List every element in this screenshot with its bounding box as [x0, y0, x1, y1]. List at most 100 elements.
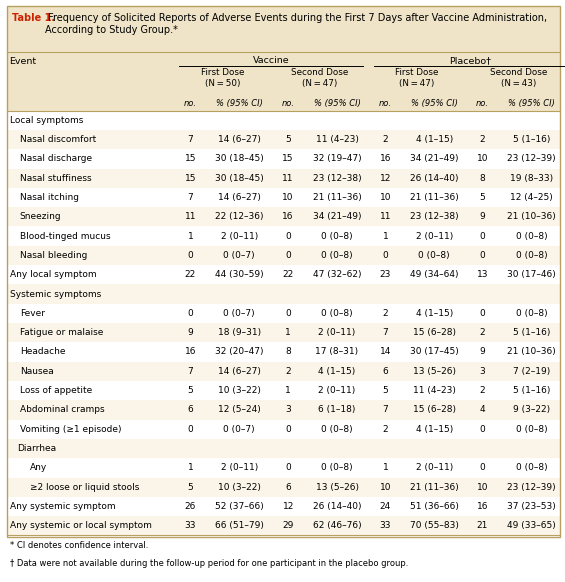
Text: 62 (46–76): 62 (46–76) [312, 521, 362, 530]
Text: 5: 5 [480, 193, 485, 202]
Text: 0 (0–8): 0 (0–8) [321, 232, 353, 240]
Text: 15: 15 [282, 154, 294, 164]
Text: 15: 15 [185, 173, 196, 183]
Text: Frequency of Solicited Reports of Adverse Events during the First 7 Days after V: Frequency of Solicited Reports of Advers… [45, 13, 547, 35]
Text: 10: 10 [477, 154, 488, 164]
Text: 0 (0–8): 0 (0–8) [516, 425, 547, 434]
Text: % (95% CI): % (95% CI) [411, 99, 458, 108]
Text: 15 (6–28): 15 (6–28) [412, 406, 456, 414]
Text: Second Dose
(N = 47): Second Dose (N = 47) [291, 68, 349, 88]
Bar [7, 323, 560, 342]
Text: * CI denotes confidence interval.: * CI denotes confidence interval. [10, 541, 148, 550]
Bar [7, 458, 560, 477]
Text: 9: 9 [480, 212, 485, 221]
Text: 5: 5 [285, 135, 291, 144]
Text: 12: 12 [282, 502, 294, 511]
Text: 11 (4–23): 11 (4–23) [413, 386, 455, 395]
Text: 11: 11 [282, 173, 294, 183]
Text: 0 (0–8): 0 (0–8) [321, 309, 353, 318]
Text: 2: 2 [480, 135, 485, 144]
Text: ≥2 loose or liquid stools: ≥2 loose or liquid stools [30, 482, 140, 492]
Text: 5 (1–16): 5 (1–16) [512, 386, 550, 395]
Text: 0: 0 [188, 425, 193, 434]
Bar [7, 226, 560, 246]
Text: 8: 8 [480, 173, 485, 183]
Text: Systemic symptoms: Systemic symptoms [10, 289, 101, 299]
Text: 33: 33 [380, 521, 391, 530]
Bar [7, 477, 560, 497]
Text: Vaccine: Vaccine [253, 56, 289, 65]
Text: 4 (1–15): 4 (1–15) [416, 425, 453, 434]
Text: 2 (0–11): 2 (0–11) [319, 328, 355, 337]
Text: 0: 0 [285, 463, 291, 473]
Text: 8: 8 [285, 347, 291, 357]
Text: % (95% CI): % (95% CI) [314, 99, 360, 108]
Text: Nasal discomfort: Nasal discomfort [20, 135, 96, 144]
Text: 2 (0–11): 2 (0–11) [319, 386, 355, 395]
Text: 2: 2 [480, 386, 485, 395]
Text: 0 (0–8): 0 (0–8) [516, 251, 547, 260]
Text: 7: 7 [188, 367, 193, 376]
Text: 6: 6 [383, 367, 388, 376]
Text: 5: 5 [188, 386, 193, 395]
Text: 16: 16 [477, 502, 488, 511]
Bar [7, 342, 560, 361]
Text: 0 (0–7): 0 (0–7) [224, 425, 255, 434]
Text: 23 (12–38): 23 (12–38) [312, 173, 362, 183]
Bar [7, 169, 560, 188]
Text: 26 (14–40): 26 (14–40) [410, 173, 458, 183]
Text: 10: 10 [282, 193, 294, 202]
Text: 5: 5 [188, 482, 193, 492]
Text: 1: 1 [383, 232, 388, 240]
Text: First Dose
(N = 50): First Dose (N = 50) [201, 68, 244, 88]
Text: no.: no. [379, 99, 392, 108]
Text: 21 (11–36): 21 (11–36) [410, 482, 459, 492]
Text: Blood-tinged mucus: Blood-tinged mucus [20, 232, 110, 240]
Bar [7, 6, 560, 52]
Text: 0: 0 [480, 463, 485, 473]
Text: 22: 22 [185, 270, 196, 279]
Text: 0: 0 [383, 251, 388, 260]
Text: 24: 24 [380, 502, 391, 511]
Text: 16: 16 [380, 154, 391, 164]
Text: % (95% CI): % (95% CI) [508, 99, 555, 108]
Text: 30 (17–45): 30 (17–45) [410, 347, 459, 357]
Text: 7: 7 [188, 135, 193, 144]
Text: 0 (0–7): 0 (0–7) [224, 309, 255, 318]
Bar [7, 265, 560, 285]
Text: no.: no. [281, 99, 295, 108]
Text: 0 (0–8): 0 (0–8) [516, 309, 547, 318]
Text: 5 (1–16): 5 (1–16) [512, 135, 550, 144]
Text: 2 (0–11): 2 (0–11) [416, 463, 453, 473]
Text: 30 (18–45): 30 (18–45) [215, 173, 264, 183]
Text: 10 (3–22): 10 (3–22) [218, 482, 260, 492]
Text: 21 (10–36): 21 (10–36) [507, 347, 556, 357]
Text: 23 (12–39): 23 (12–39) [507, 154, 556, 164]
Text: 2: 2 [285, 367, 291, 376]
Text: 1: 1 [383, 463, 388, 473]
Text: 37 (23–53): 37 (23–53) [507, 502, 556, 511]
Text: 49 (34–64): 49 (34–64) [410, 270, 458, 279]
Text: 33: 33 [185, 521, 196, 530]
Bar [7, 207, 560, 226]
Text: 49 (33–65): 49 (33–65) [507, 521, 556, 530]
Text: 14: 14 [380, 347, 391, 357]
Text: no.: no. [476, 99, 489, 108]
Text: 14 (6–27): 14 (6–27) [218, 367, 260, 376]
Text: 30 (18–45): 30 (18–45) [215, 154, 264, 164]
Text: 52 (37–66): 52 (37–66) [215, 502, 264, 511]
Text: 22 (12–36): 22 (12–36) [215, 212, 263, 221]
Text: Local symptoms: Local symptoms [10, 116, 83, 125]
Text: Nausea: Nausea [20, 367, 54, 376]
Text: 0: 0 [480, 425, 485, 434]
Text: Any local symptom: Any local symptom [10, 270, 96, 279]
Text: Vomiting (≥1 episode): Vomiting (≥1 episode) [20, 425, 121, 434]
Text: 21: 21 [477, 521, 488, 530]
Text: 70 (55–83): 70 (55–83) [410, 521, 459, 530]
Text: 0: 0 [188, 251, 193, 260]
Text: Nasal stuffiness: Nasal stuffiness [20, 173, 92, 183]
Bar [7, 420, 560, 439]
Bar [7, 361, 560, 381]
Text: 2 (0–11): 2 (0–11) [221, 463, 258, 473]
Text: 14 (6–27): 14 (6–27) [218, 135, 260, 144]
